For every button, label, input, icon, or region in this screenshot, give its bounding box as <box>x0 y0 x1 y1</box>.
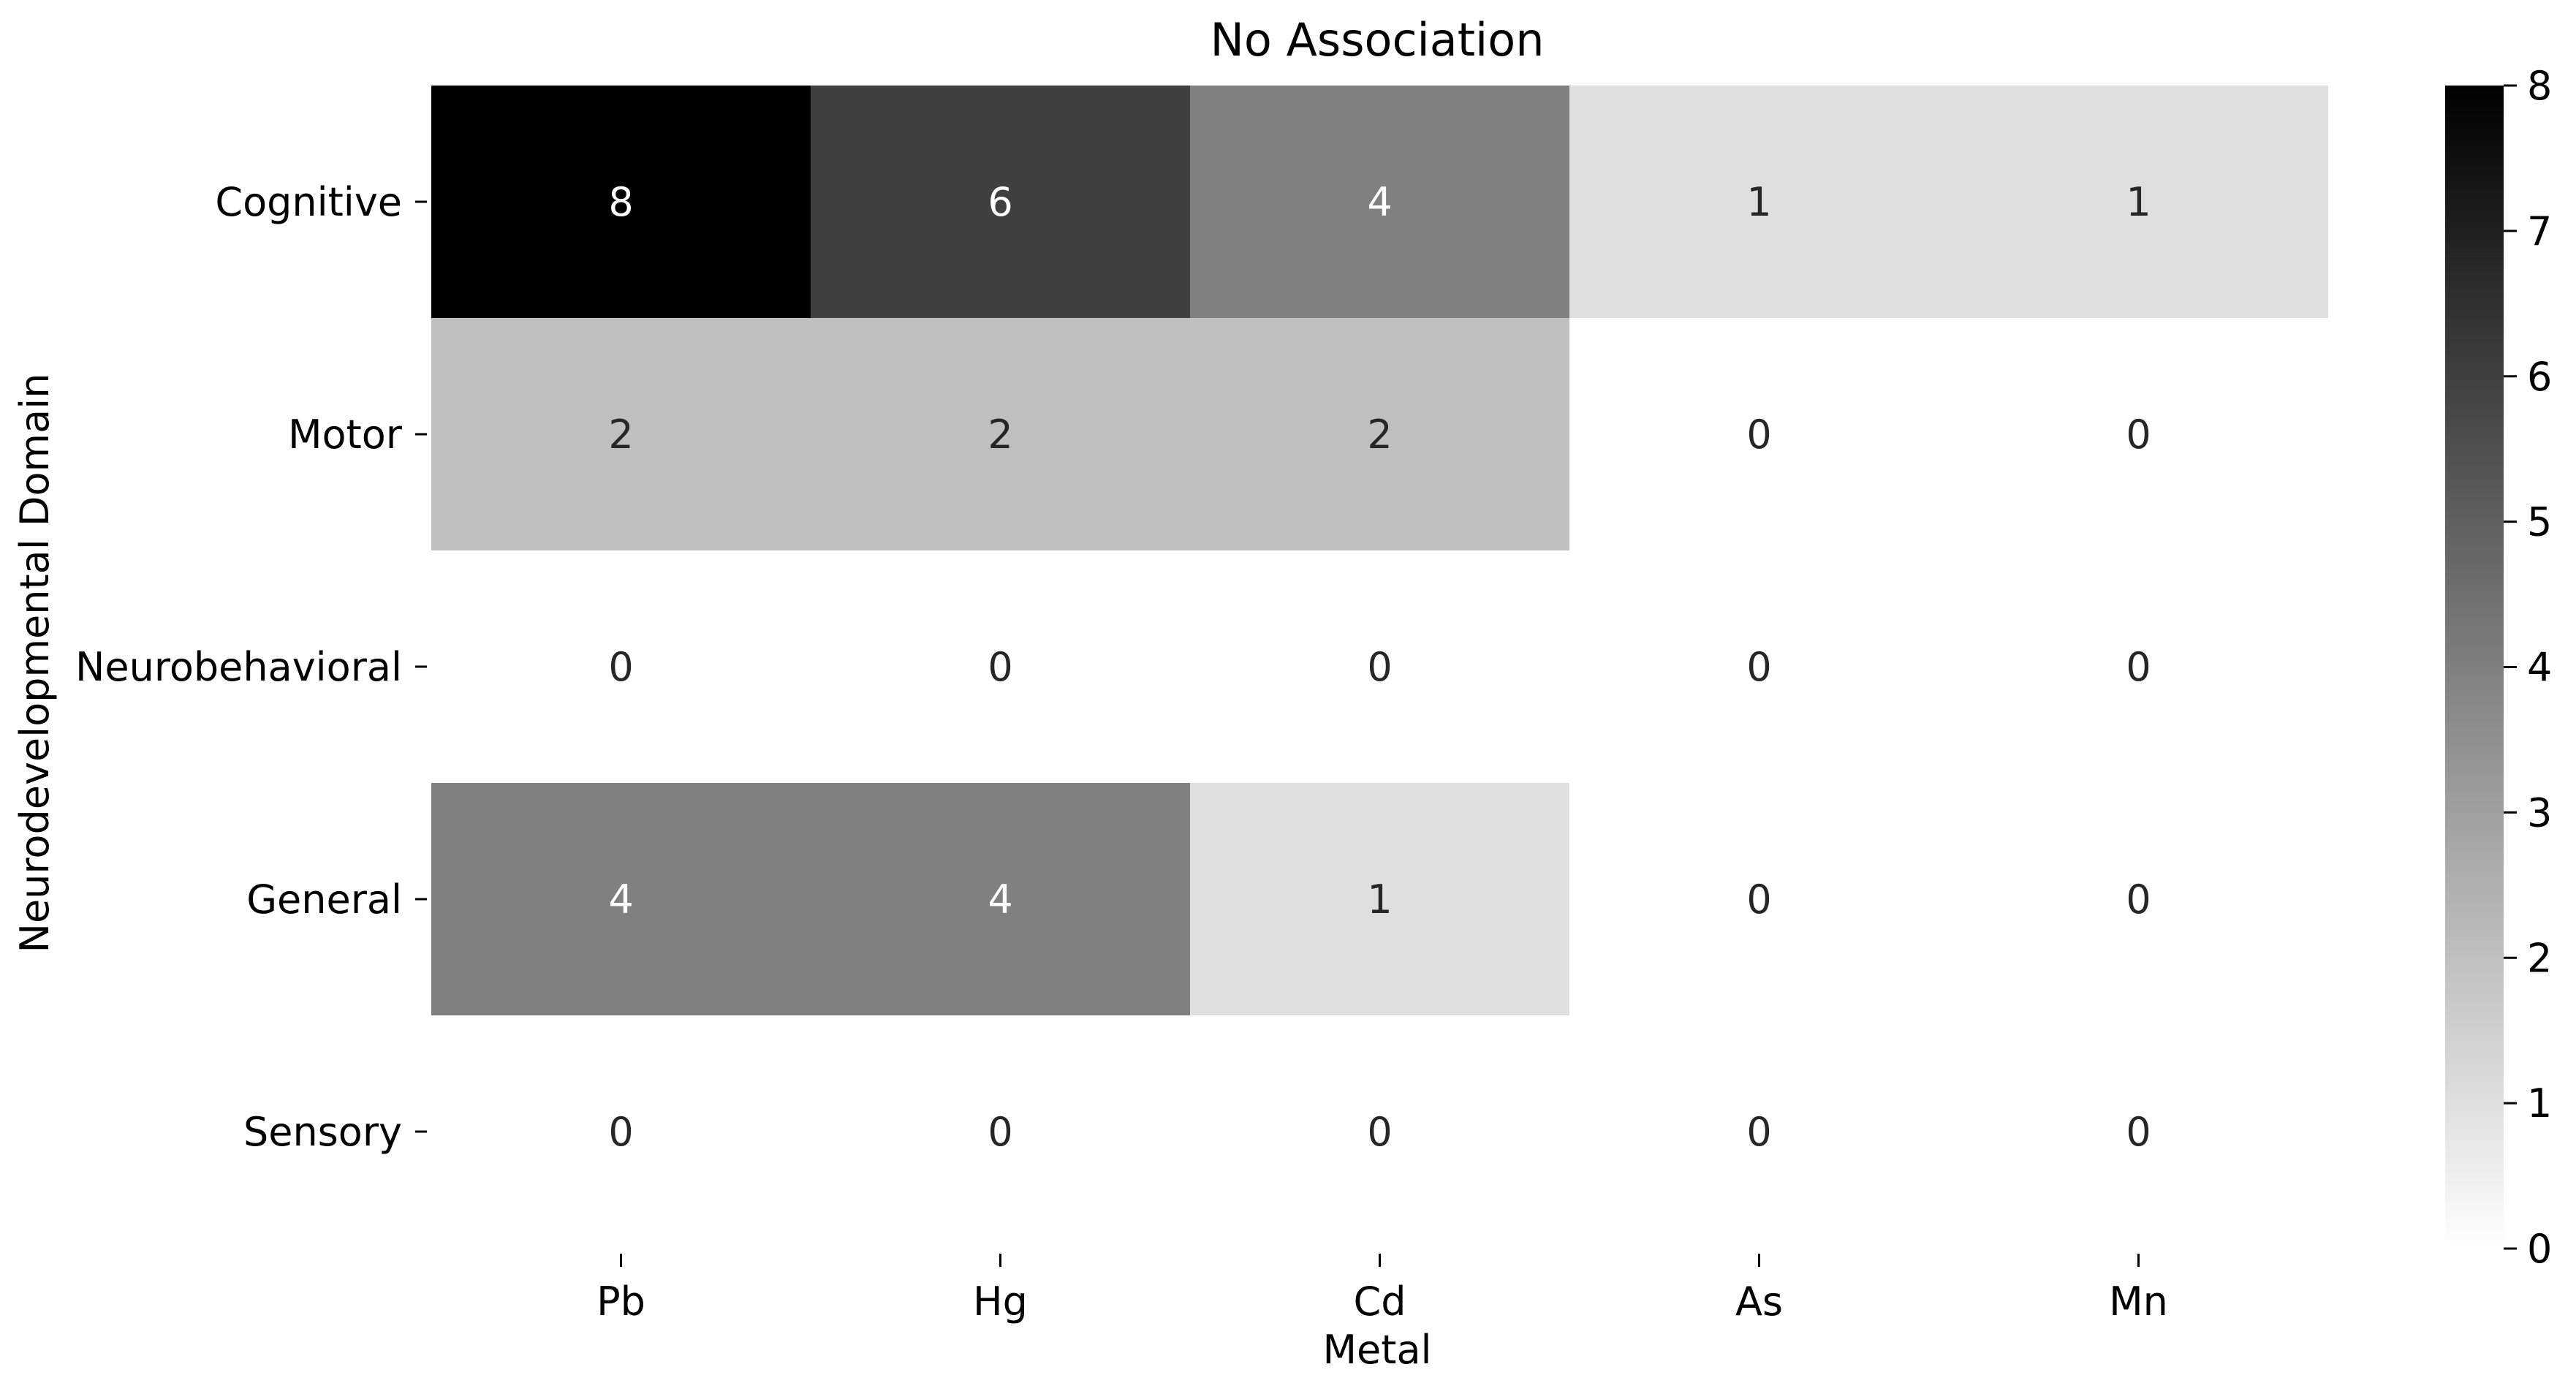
cell-value-label: 1 <box>1746 179 1771 225</box>
cell-value-label: 0 <box>1746 644 1771 690</box>
y-tick-label: Sensory <box>243 1109 402 1155</box>
x-axis: Pb Hg Cd As Mn <box>596 1254 2168 1325</box>
heatmap-cell <box>811 783 1190 1015</box>
cell-value-label: 1 <box>1367 876 1392 923</box>
heatmap-cell <box>811 1015 1190 1248</box>
heatmap-cell <box>1949 318 2328 550</box>
x-tick-label: As <box>1735 1279 1783 1325</box>
cell-value-label: 8 <box>608 179 633 225</box>
heatmap-cell <box>431 783 811 1015</box>
heatmap-cell <box>1949 86 2328 318</box>
colorbar-tick-label: 0 <box>2527 1226 2552 1272</box>
cell-value-label: 6 <box>988 179 1012 225</box>
cell-value-label: 0 <box>2126 644 2151 690</box>
y-tick-label: General <box>246 876 402 923</box>
cell-value-label: 0 <box>988 644 1012 690</box>
cell-value-label: 4 <box>1367 179 1392 225</box>
colorbar-tick-label: 2 <box>2527 935 2552 981</box>
cell-value-label: 0 <box>1746 1109 1771 1155</box>
colorbar-tick-label: 7 <box>2527 208 2552 254</box>
heatmap-cell <box>811 318 1190 550</box>
cell-value-label: 4 <box>988 876 1012 923</box>
x-axis-label: Metal <box>1322 1327 1431 1373</box>
cell-value-label: 0 <box>1367 1109 1392 1155</box>
cell-value-label: 0 <box>608 644 633 690</box>
cell-value-label: 0 <box>608 1109 633 1155</box>
y-axis-label: Neurodevelopmental Domain <box>12 374 58 953</box>
heatmap-cell <box>1190 318 1569 550</box>
heatmap-cell <box>1569 550 1949 783</box>
heatmap-cell <box>1569 1015 1949 1248</box>
heatmap-cell <box>1190 783 1569 1015</box>
cell-value-label: 0 <box>1746 412 1771 458</box>
colorbar: 0 1 2 3 4 5 6 7 8 <box>2445 63 2552 1272</box>
x-tick-label: Hg <box>973 1279 1028 1325</box>
cell-value-label: 1 <box>2126 179 2151 225</box>
heatmap-cell <box>1190 1015 1569 1248</box>
x-tick-label: Pb <box>596 1279 645 1325</box>
cell-value-label: 0 <box>2126 1109 2151 1155</box>
heatmap-cells <box>431 86 2328 1248</box>
heatmap-cell <box>1569 783 1949 1015</box>
heatmap-cell <box>1949 783 2328 1015</box>
colorbar-tick-label: 3 <box>2527 789 2552 836</box>
chart-title: No Association <box>1210 13 1544 67</box>
y-axis: Cognitive Motor Neurobehavioral General Sens… <box>75 179 427 1155</box>
heatmap-cell <box>1569 318 1949 550</box>
heatmap-cell <box>1190 550 1569 783</box>
heatmap-cell <box>431 1015 811 1248</box>
cell-value-label: 0 <box>2126 412 2151 458</box>
heatmap-cell <box>1569 86 1949 318</box>
heatmap-cell <box>431 550 811 783</box>
x-tick-label: Cd <box>1354 1279 1406 1325</box>
y-tick-label: Motor <box>288 412 403 458</box>
x-tick-label: Mn <box>2109 1279 2168 1325</box>
y-tick-label: Neurobehavioral <box>75 644 402 690</box>
colorbar-tick-label: 4 <box>2527 645 2552 691</box>
heatmap-cell <box>431 86 811 318</box>
y-tick-label: Cognitive <box>215 179 402 225</box>
cell-value-label: 0 <box>1367 644 1392 690</box>
cell-value-label: 4 <box>608 876 633 923</box>
colorbar-tick-label: 6 <box>2527 354 2552 400</box>
colorbar-tick-label: 1 <box>2527 1080 2552 1126</box>
heatmap-cell <box>811 550 1190 783</box>
heatmap-cell <box>811 86 1190 318</box>
heatmap-cell <box>431 318 811 550</box>
cell-value-label: 0 <box>1746 876 1771 923</box>
colorbar-gradient <box>2445 86 2504 1249</box>
colorbar-tick-label: 8 <box>2527 63 2552 109</box>
cell-value-label: 2 <box>988 412 1012 458</box>
heatmap-cell <box>1190 86 1569 318</box>
cell-value-label: 2 <box>608 412 633 458</box>
heatmap-cell <box>1949 550 2328 783</box>
heatmap-cell <box>1949 1015 2328 1248</box>
cell-value-label: 0 <box>988 1109 1012 1155</box>
colorbar-tick-label: 5 <box>2527 499 2552 545</box>
cell-value-label: 0 <box>2126 876 2151 923</box>
cell-value-label: 2 <box>1367 412 1392 458</box>
cell-annotations: 8 6 4 1 1 2 2 2 0 0 0 0 0 0 0 4 4 1 0 0 0 0 0 0 0 <box>608 179 2151 1155</box>
